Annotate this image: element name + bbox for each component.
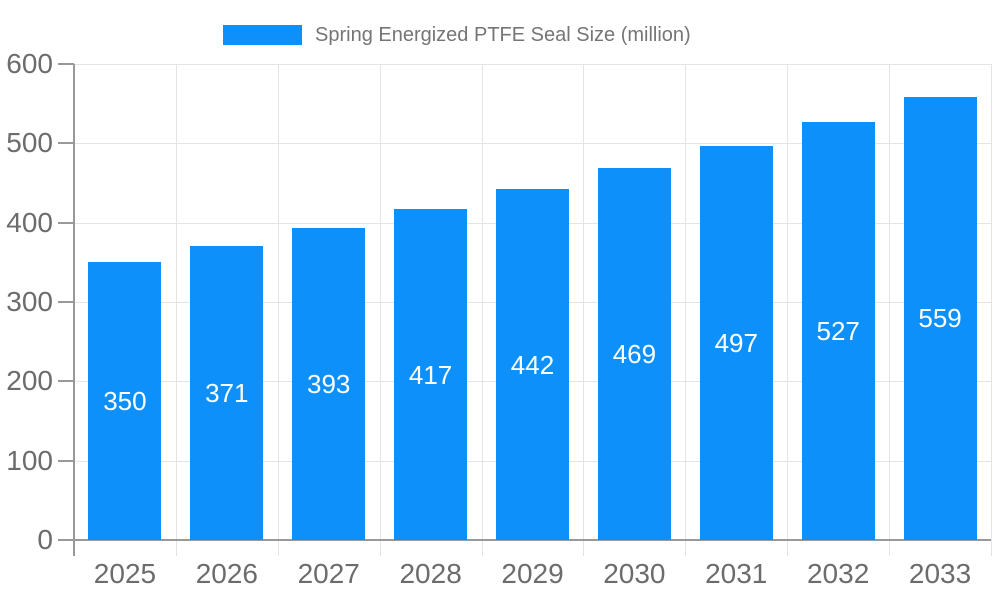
- y-tick-label: 400: [6, 206, 53, 238]
- y-tick: [58, 301, 74, 303]
- bar-value-label: 350: [103, 386, 147, 417]
- y-tick: [58, 380, 74, 383]
- x-tick-label: 2027: [297, 558, 360, 589]
- y-tick-label: 100: [6, 444, 53, 476]
- y-tick-label: 200: [6, 365, 53, 397]
- x-gridline: [277, 64, 279, 556]
- legend-item[interactable]: Spring Energized PTFE Seal Size (million…: [223, 23, 691, 47]
- bar-2029[interactable]: [496, 189, 569, 540]
- bar-value-label: 469: [612, 339, 657, 369]
- y-tick: [58, 539, 74, 541]
- y-tick-label: 600: [6, 48, 53, 79]
- y-tick: [58, 63, 74, 65]
- x-gridline: [991, 64, 992, 556]
- x-gridline: [583, 64, 585, 556]
- bar-value-label: 417: [408, 359, 453, 390]
- bar-2033[interactable]: [903, 96, 977, 540]
- bar-2026[interactable]: [190, 245, 264, 540]
- x-gridline: [379, 64, 381, 556]
- bar-2030[interactable]: [597, 167, 671, 540]
- x-gridline: [685, 64, 687, 556]
- x-tick-label: 2026: [195, 558, 258, 589]
- y-gridline: [74, 143, 991, 145]
- bar-2028[interactable]: [394, 209, 468, 540]
- bar-value-label: 442: [510, 349, 555, 380]
- bar-value-label: 393: [306, 369, 351, 400]
- y-tick: [58, 142, 74, 145]
- bar-value-label: 497: [714, 327, 758, 358]
- x-gridline: [787, 64, 789, 556]
- x-tick-label: 2028: [399, 558, 462, 589]
- legend-label: Spring Energized PTFE Seal Size (million…: [315, 24, 691, 46]
- bar-value-label: 371: [205, 377, 249, 408]
- bar-2025[interactable]: [88, 262, 162, 540]
- x-gridline: [175, 64, 177, 556]
- x-gridline: [481, 64, 483, 556]
- y-gridline: [74, 64, 991, 65]
- bar-2027[interactable]: [292, 228, 366, 540]
- bar-2031[interactable]: [699, 145, 773, 540]
- x-gridline: [889, 64, 891, 556]
- x-tick-label: 2029: [501, 558, 564, 589]
- x-axis-line: [74, 539, 991, 541]
- bar-value-label: 559: [918, 303, 962, 334]
- x-tick-label: 2031: [705, 558, 768, 589]
- x-tick-label: 2032: [806, 558, 870, 589]
- x-tick-label: 2033: [908, 558, 972, 589]
- x-tick-label: 2030: [603, 558, 666, 589]
- y-axis-line: [73, 64, 75, 556]
- bar-2032[interactable]: [801, 121, 875, 540]
- y-tick-label: 500: [6, 127, 53, 159]
- y-tick: [58, 459, 74, 462]
- y-tick-label: 0: [37, 524, 53, 555]
- x-tick-label: 2025: [93, 558, 157, 589]
- bar-value-label: 527: [816, 316, 860, 346]
- y-tick: [58, 221, 74, 224]
- legend-swatch: [223, 25, 302, 45]
- y-tick-label: 300: [6, 286, 53, 317]
